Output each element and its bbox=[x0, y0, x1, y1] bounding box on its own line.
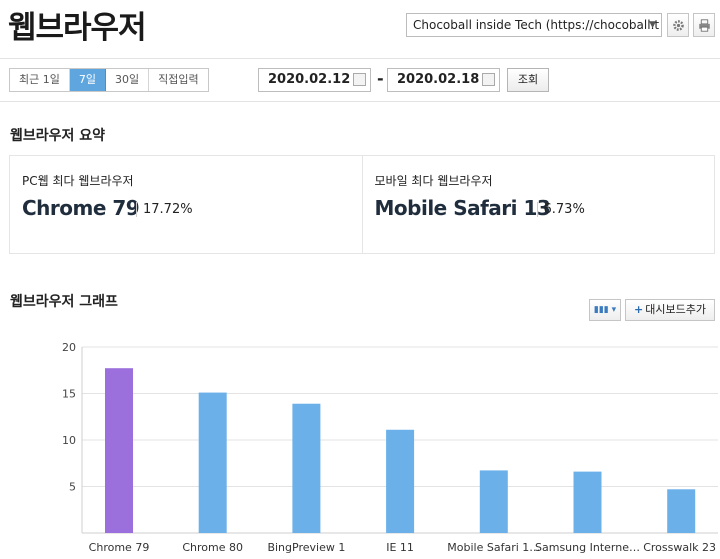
chevron-down-icon: ▼ bbox=[649, 20, 656, 30]
bar bbox=[386, 429, 415, 533]
site-select[interactable]: Chocoball inside Tech (https://chocoball… bbox=[406, 13, 662, 37]
bar bbox=[105, 368, 133, 533]
gear-icon bbox=[672, 19, 684, 31]
x-tick-label: Samsung Interne… bbox=[535, 541, 640, 554]
pc-summary-panel: PC웹 최다 웹브라우저 Chrome 79 17.72% bbox=[10, 156, 362, 253]
start-date-value: 2020.02.12 bbox=[268, 72, 351, 87]
start-date-field[interactable]: 2020.02.12 bbox=[258, 68, 371, 92]
x-tick-label: Chrome 79 bbox=[89, 541, 150, 554]
bar bbox=[198, 392, 227, 533]
x-tick-label: BingPreview 1 bbox=[267, 541, 345, 554]
mobile-top-percent: 6.73% bbox=[536, 202, 585, 217]
period-7days[interactable]: 7일 bbox=[69, 69, 106, 91]
y-tick-label: 20 bbox=[62, 341, 76, 354]
print-button[interactable] bbox=[693, 13, 715, 37]
site-select-value: Chocoball inside Tech (https://chocoball… bbox=[413, 18, 660, 32]
settings-button[interactable] bbox=[667, 13, 689, 37]
period-1day[interactable]: 최근 1일 bbox=[10, 69, 70, 91]
add-dashboard-label: 대시보드추가 bbox=[645, 303, 706, 316]
calendar-icon[interactable] bbox=[482, 73, 495, 86]
period-selector: 최근 1일 7일 30일 직접입력 bbox=[9, 68, 209, 92]
period-toolbar: 최근 1일 7일 30일 직접입력 2020.02.12 - 2020.02.1… bbox=[0, 58, 720, 102]
bar bbox=[479, 470, 508, 533]
y-tick-label: 5 bbox=[69, 481, 76, 494]
end-date-field[interactable]: 2020.02.18 bbox=[387, 68, 500, 92]
bar bbox=[667, 489, 696, 533]
add-dashboard-button[interactable]: + 대시보드추가 bbox=[625, 299, 715, 321]
x-tick-label: Chrome 80 bbox=[182, 541, 243, 554]
date-separator: - bbox=[377, 69, 384, 88]
plus-icon: + bbox=[634, 303, 644, 316]
x-tick-label: Crosswalk 23 bbox=[643, 541, 716, 554]
browser-bar-chart: 5 10 15 20 Chrome 79 Chrome 80 BingPreview 1 IE… bbox=[62, 341, 718, 554]
end-date-value: 2020.02.18 bbox=[397, 72, 480, 87]
y-tick-label: 10 bbox=[62, 434, 76, 447]
bar bbox=[292, 403, 321, 533]
graph-title: 웹브라우저 그래프 bbox=[10, 294, 118, 310]
pc-top-browser: Chrome 79 bbox=[22, 196, 140, 220]
y-tick-label: 15 bbox=[62, 388, 76, 401]
bar-chart-icon: ▮▮▮ bbox=[593, 305, 609, 315]
page-title: 웹브라우저 bbox=[8, 10, 147, 46]
x-tick-label: IE 11 bbox=[386, 541, 414, 554]
printer-icon bbox=[698, 18, 710, 32]
query-button[interactable]: 조회 bbox=[507, 68, 549, 92]
period-custom[interactable]: 직접입력 bbox=[149, 69, 208, 91]
pc-summary-label: PC웹 최다 웹브라우저 bbox=[22, 174, 134, 188]
period-30days[interactable]: 30일 bbox=[105, 69, 150, 91]
bar bbox=[573, 471, 602, 533]
summary-box: PC웹 최다 웹브라우저 Chrome 79 17.72% 모바일 최다 웹브라… bbox=[9, 155, 715, 254]
summary-title: 웹브라우저 요약 bbox=[10, 128, 106, 144]
mobile-summary-panel: 모바일 최다 웹브라우저 Mobile Safari 13 6.73% bbox=[361, 156, 715, 253]
pc-top-percent: 17.72% bbox=[136, 202, 193, 217]
chart-type-button[interactable]: ▮▮▮ ▾ bbox=[589, 299, 621, 321]
mobile-top-browser: Mobile Safari 13 bbox=[374, 196, 551, 220]
x-tick-label: Mobile Safari 1… bbox=[447, 541, 540, 554]
mobile-summary-label: 모바일 최다 웹브라우저 bbox=[374, 174, 493, 188]
calendar-icon[interactable] bbox=[353, 73, 366, 86]
